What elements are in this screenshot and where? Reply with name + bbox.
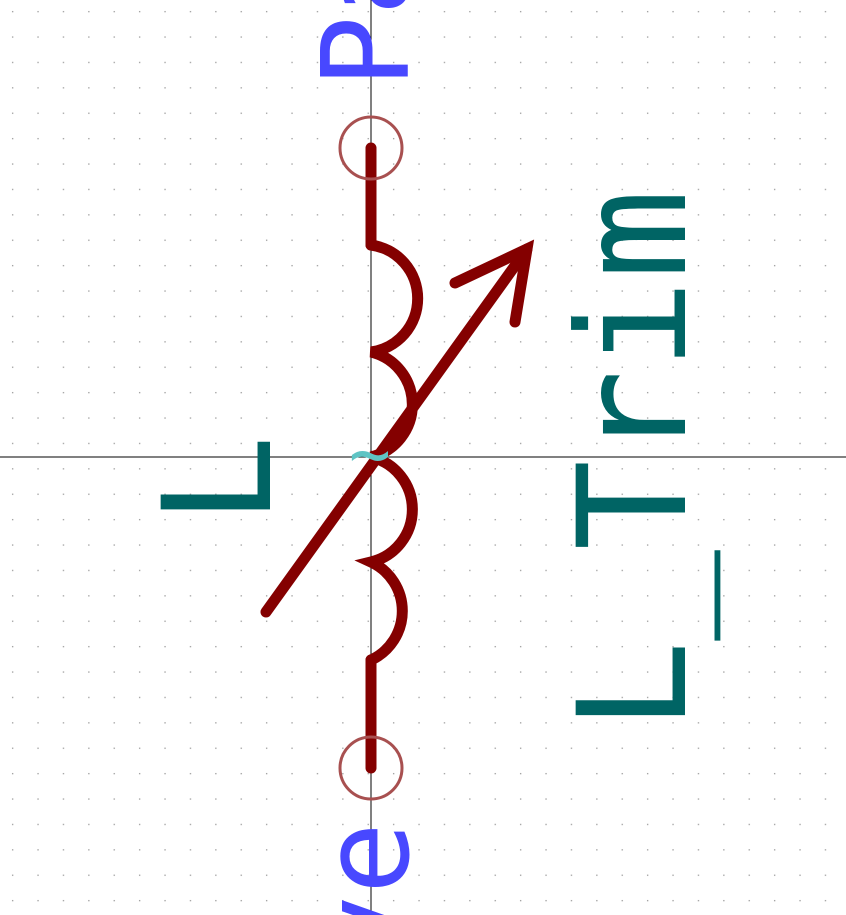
pin-bottom-type: Passive xyxy=(298,822,437,915)
center-marker: ~ xyxy=(349,413,391,495)
pin-top-type: Passive xyxy=(298,0,437,88)
pin-bottom-marker xyxy=(338,735,404,801)
value-label: L_Trim xyxy=(547,189,721,731)
pin-top-marker xyxy=(338,115,404,181)
inductor-body xyxy=(260,142,535,774)
reference-label: L xyxy=(132,435,306,525)
